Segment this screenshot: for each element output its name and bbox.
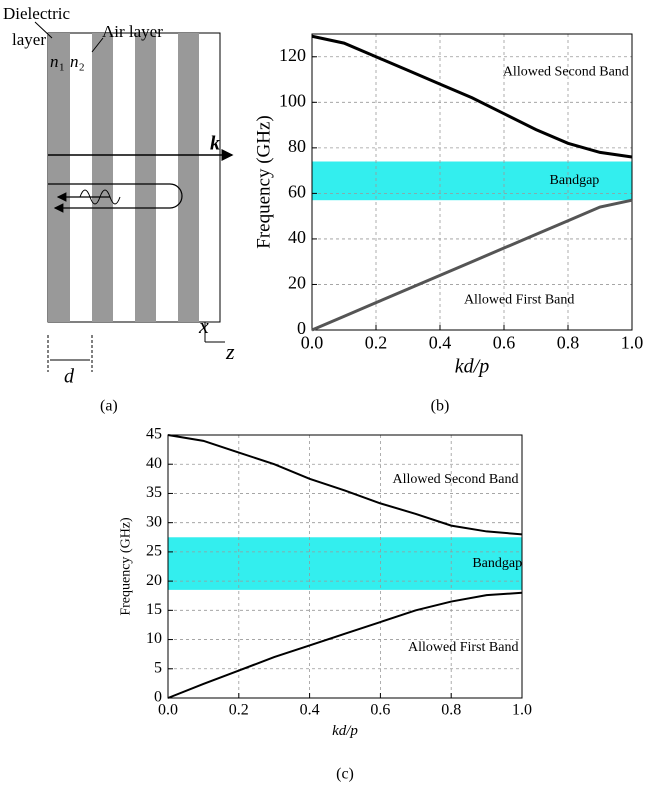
y-tick-label: 30: [146, 513, 162, 530]
y-tick-label: 45: [146, 426, 162, 443]
plot-frame: [167, 434, 523, 699]
label: n: [50, 52, 59, 71]
x-tick-label: 0.6: [493, 333, 516, 353]
line: [311, 198, 633, 332]
y-tick-label: 0: [297, 318, 306, 338]
dielectric-layer: [178, 33, 199, 322]
x-tick-label: 0.2: [365, 333, 388, 353]
label: n: [70, 52, 79, 71]
y-axis-label: Frequency (GHz): [254, 115, 275, 248]
line: [167, 591, 523, 699]
x-axis-label: kd/p: [455, 355, 489, 377]
label: d: [64, 366, 75, 388]
bandgap-label: Bandgap: [472, 556, 522, 571]
x-tick-label: 0.0: [301, 333, 324, 353]
y-tick-label: 20: [288, 273, 306, 293]
x-tick-label: 0.2: [229, 701, 249, 718]
label: layer: [12, 30, 46, 49]
bandgap: [168, 537, 522, 590]
bandgap-label: Bandgap: [550, 173, 600, 188]
label: 1: [59, 62, 65, 74]
x-axis-label: kd/p: [332, 723, 358, 739]
x-tick-label: 0.8: [557, 333, 580, 353]
x-tick-label: 1.0: [621, 333, 644, 353]
y-tick-label: 15: [146, 601, 162, 618]
panel-label: (b): [431, 398, 450, 415]
label: x: [198, 313, 209, 338]
x-tick-label: 1.0: [512, 701, 532, 718]
y-tick-label: 35: [146, 484, 162, 501]
y-tick-label: 120: [279, 45, 306, 65]
panel-label: (c): [336, 766, 354, 783]
annotation: Allowed First Band: [464, 293, 574, 308]
line: [167, 434, 523, 536]
x-tick-label: 0.6: [370, 701, 390, 718]
label: k: [210, 133, 220, 155]
y-tick-label: 80: [288, 136, 306, 156]
x-tick-label: 0.8: [441, 701, 461, 718]
annotation: Allowed First Band: [408, 640, 518, 655]
pointer: [34, 21, 53, 39]
y-tick-label: 25: [146, 543, 162, 560]
label: Air layer: [102, 22, 163, 41]
label: Dielectric: [3, 4, 70, 23]
reflection-arrow: [48, 183, 183, 213]
dielectric-layer: [92, 33, 113, 322]
line: [311, 34, 633, 159]
annotation: Allowed Second Band: [392, 472, 518, 487]
dielectric-layer: [135, 33, 156, 322]
x-tick-label: 0.0: [158, 701, 178, 718]
diagram: Dielectric layer Air layer n 1 n 2 k x z…: [3, 4, 235, 415]
y-tick-label: 40: [288, 227, 306, 247]
x-tick-label: 0.4: [300, 701, 320, 718]
y-tick-label: 20: [146, 572, 162, 589]
x-tick-label: 0.4: [429, 333, 452, 353]
dielectric-layer: [48, 33, 70, 322]
panel-label: (a): [100, 398, 118, 415]
y-tick-label: 10: [146, 630, 162, 647]
annotation: Allowed Second Band: [503, 65, 629, 80]
label: z: [225, 339, 235, 364]
y-tick-label: 0: [154, 689, 162, 706]
y-tick-label: 100: [279, 90, 306, 110]
plot-frame: [311, 33, 633, 331]
pointer: [91, 37, 104, 53]
y-tick-label: 40: [146, 455, 162, 472]
y-tick-label: 60: [288, 182, 306, 202]
y-tick-label: 5: [154, 659, 162, 676]
wave: [79, 189, 121, 205]
label: 2: [79, 62, 85, 74]
y-axis-label: Frequency (GHz): [119, 517, 134, 616]
